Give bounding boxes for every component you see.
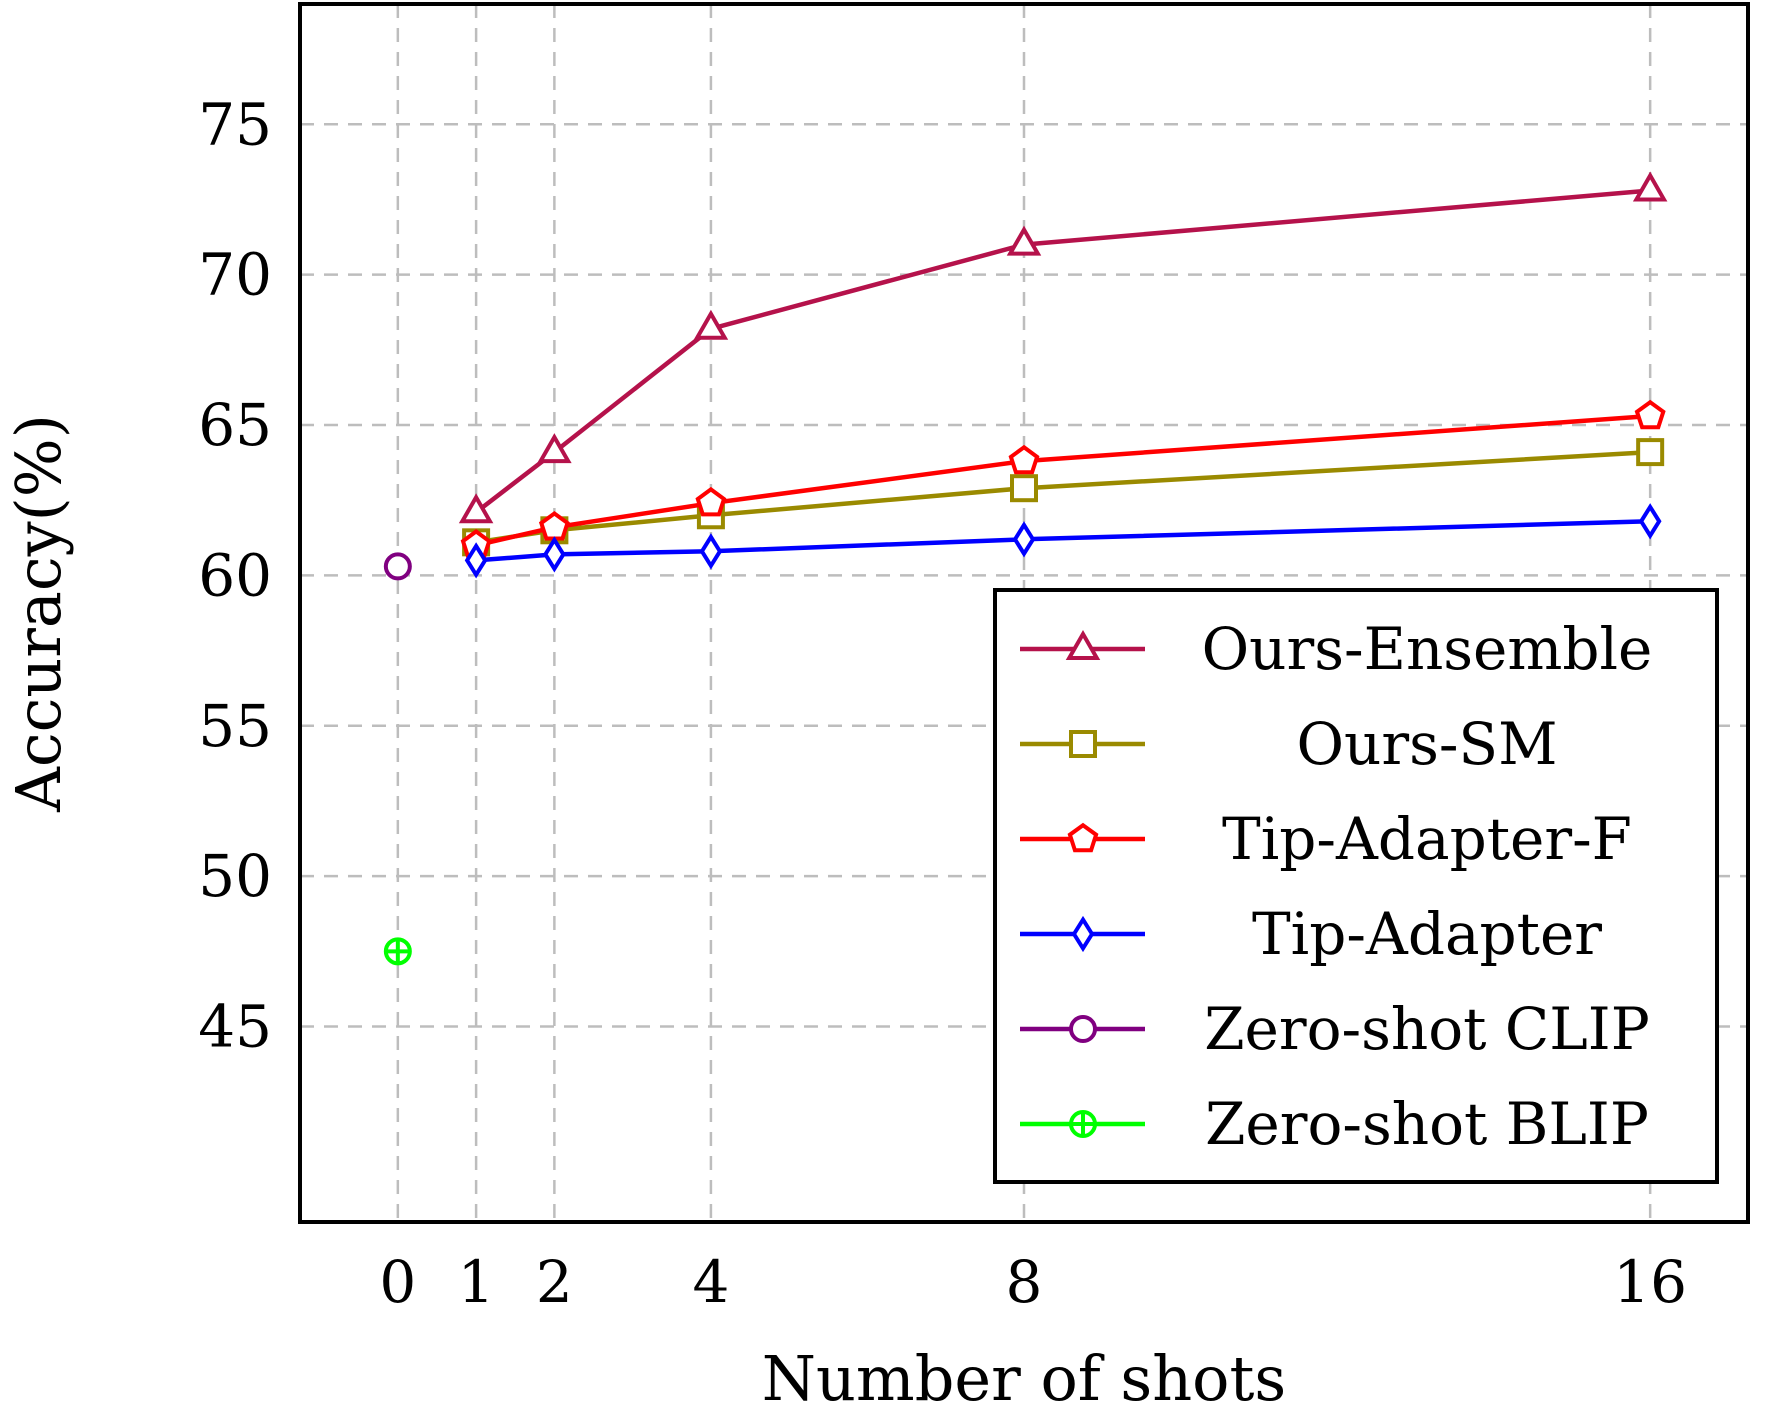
data-point — [543, 536, 566, 573]
legend-marker — [1065, 629, 1101, 660]
data-point — [1632, 171, 1668, 202]
data-point — [1008, 444, 1040, 475]
x-axis-title: Number of shots — [762, 1342, 1287, 1408]
legend-marker — [1069, 1015, 1097, 1043]
legend-label: Zero-shot CLIP — [1204, 995, 1649, 1063]
data-point — [695, 486, 727, 517]
y-tick-label: 60 — [198, 541, 272, 609]
tick-labels: 0 1 2 4 8 16 45 50 55 60 65 70 75 — [198, 90, 1687, 1316]
series — [383, 552, 412, 581]
y-tick-label: 70 — [198, 241, 272, 309]
legend-label: Tip-Adapter — [1252, 900, 1602, 968]
y-tick-label: 65 — [198, 391, 272, 459]
data-point — [699, 533, 723, 570]
legend-marker — [1069, 730, 1097, 758]
legend: Ours-Ensemble Ours-SM Tip-Adapter-F Tip-Ada… — [993, 588, 1719, 1184]
x-tick-label: 0 — [379, 1248, 416, 1316]
y-tick-label: 45 — [198, 993, 272, 1061]
legend-marker — [1069, 1110, 1097, 1138]
legend-entry: Tip-Adapter — [1020, 900, 1602, 968]
legend-label: Ours-Ensemble — [1202, 615, 1653, 683]
data-point — [1638, 503, 1662, 540]
series-layer — [383, 171, 1668, 966]
x-tick-label: 1 — [458, 1248, 495, 1316]
x-tick-label: 16 — [1613, 1248, 1687, 1316]
plot-frame — [298, 2, 1750, 1224]
data-point — [458, 493, 494, 524]
legend-entry: Ours-Ensemble — [1020, 615, 1652, 683]
legend-label: Zero-shot BLIP — [1205, 1090, 1649, 1158]
x-tick-label: 8 — [1006, 1248, 1043, 1316]
series — [383, 937, 412, 966]
data-point — [1006, 225, 1042, 256]
series-line — [475, 519, 1651, 563]
y-tick-label: 50 — [198, 842, 272, 910]
legend-marker — [1071, 915, 1095, 953]
legend-entry: Ours-SM — [1020, 710, 1558, 778]
y-tick-label: 75 — [198, 90, 272, 158]
legend-entry: Zero-shot CLIP — [1020, 995, 1650, 1063]
legend-entry: Tip-Adapter-F — [1020, 805, 1632, 873]
data-point — [464, 542, 488, 579]
data-point — [1012, 521, 1036, 558]
legend-entry: Zero-shot BLIP — [1020, 1090, 1649, 1158]
x-tick-label: 2 — [536, 1248, 573, 1316]
data-point — [537, 433, 572, 464]
x-tick-label: 4 — [692, 1248, 729, 1316]
data-point — [1636, 438, 1665, 467]
legend-label: Tip-Adapter-F — [1222, 805, 1632, 873]
legend-box — [993, 588, 1719, 1184]
series — [458, 171, 1668, 524]
series — [460, 399, 1666, 559]
legend-label: Ours-SM — [1296, 710, 1557, 778]
legend-marker — [1067, 822, 1099, 853]
series — [464, 503, 1662, 579]
data-point — [693, 309, 729, 340]
data-point — [1010, 474, 1038, 503]
data-point — [383, 937, 412, 966]
data-point — [1634, 399, 1666, 430]
y-axis-title: Accuracy(%) — [2, 414, 75, 813]
series-line — [475, 449, 1651, 545]
y-tick-label: 55 — [198, 692, 272, 760]
data-point — [383, 552, 412, 581]
